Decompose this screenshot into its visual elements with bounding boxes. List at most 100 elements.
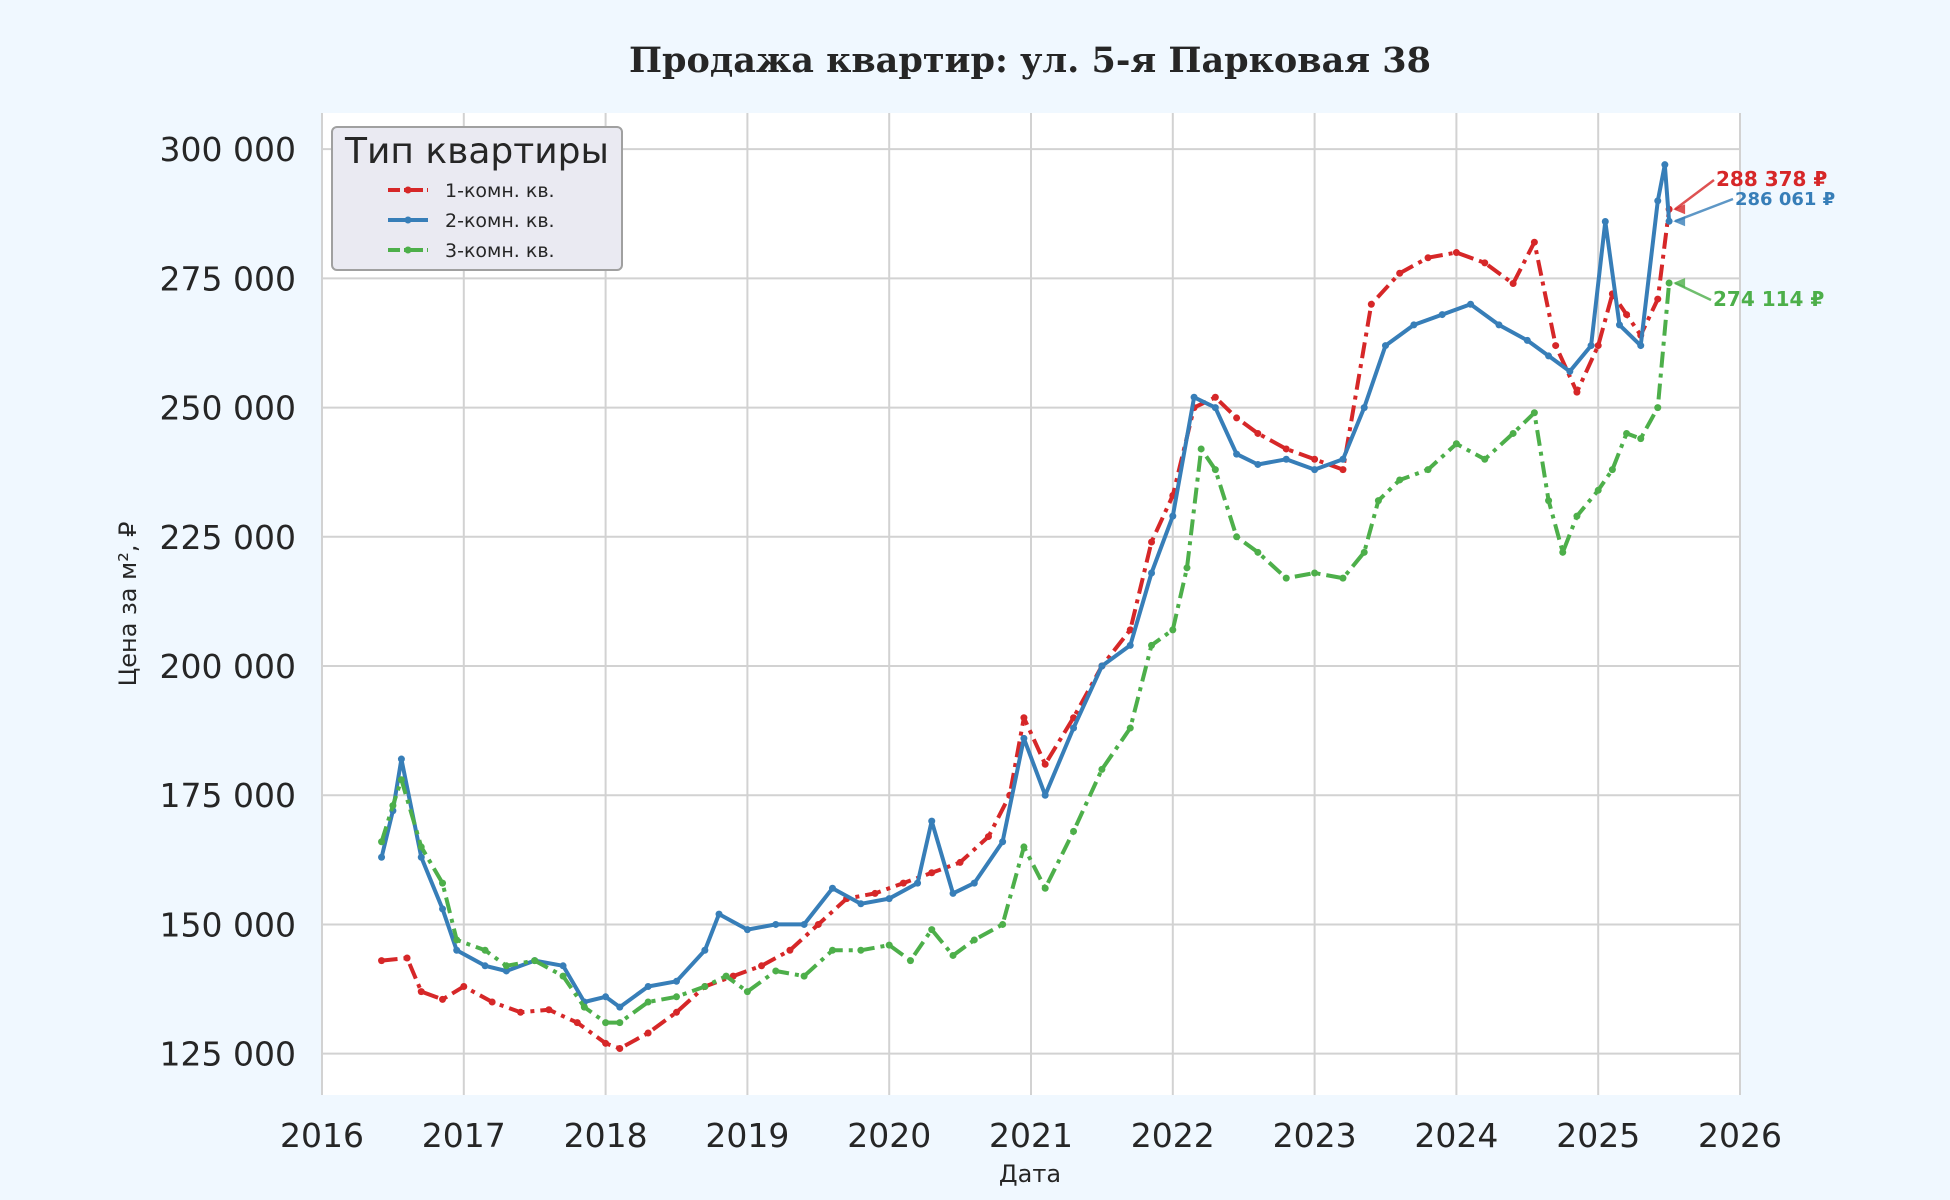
legend-label: 3-комн. кв. bbox=[445, 240, 555, 262]
data-point bbox=[378, 853, 386, 861]
data-point bbox=[1566, 367, 1574, 375]
y-tick-label: 200 000 bbox=[160, 647, 296, 686]
data-point bbox=[743, 988, 751, 996]
data-point bbox=[1559, 548, 1567, 556]
series-2 bbox=[378, 161, 1673, 1011]
data-point bbox=[1020, 734, 1028, 742]
end-label-arrowhead bbox=[1673, 216, 1686, 227]
legend-title: Тип квартиры bbox=[344, 131, 609, 172]
y-tick-label: 125 000 bbox=[160, 1035, 296, 1074]
series-1 bbox=[378, 205, 1673, 1052]
data-point bbox=[1654, 295, 1662, 303]
data-point bbox=[1311, 455, 1319, 463]
data-point bbox=[1126, 724, 1134, 732]
data-point bbox=[453, 946, 461, 954]
data-point bbox=[1169, 626, 1177, 634]
data-point bbox=[1098, 662, 1106, 670]
y-tick-label: 275 000 bbox=[160, 259, 296, 298]
y-tick-label: 250 000 bbox=[160, 389, 296, 428]
data-point bbox=[1523, 336, 1531, 344]
data-point bbox=[1615, 321, 1623, 329]
data-point bbox=[1233, 533, 1241, 541]
legend-marker bbox=[404, 216, 412, 224]
data-point bbox=[857, 900, 865, 908]
data-point bbox=[1360, 548, 1368, 556]
data-point bbox=[1126, 641, 1134, 649]
series-line bbox=[379, 282, 1672, 1025]
data-point bbox=[602, 1019, 610, 1027]
data-point bbox=[1654, 197, 1662, 205]
data-point bbox=[1311, 569, 1319, 577]
data-point bbox=[644, 982, 652, 990]
data-point bbox=[1424, 466, 1432, 474]
data-point bbox=[970, 879, 978, 887]
data-point bbox=[1661, 161, 1669, 169]
end-value-label: 286 061 ₽ bbox=[1735, 189, 1835, 210]
data-point bbox=[602, 1039, 610, 1047]
data-point bbox=[1467, 300, 1475, 308]
legend-entry: 1-комн. кв. bbox=[388, 180, 555, 202]
data-point bbox=[1282, 455, 1290, 463]
legend-label: 2-комн. кв. bbox=[445, 210, 555, 232]
data-point bbox=[1211, 466, 1219, 474]
data-point bbox=[1654, 404, 1662, 412]
data-point bbox=[1367, 300, 1375, 308]
data-point bbox=[1254, 548, 1262, 556]
data-point bbox=[857, 946, 865, 954]
y-axis-ticks: 125 000 150 000 175 000 200 000 225 000 250 0… bbox=[160, 130, 296, 1073]
data-point bbox=[715, 910, 723, 918]
data-point bbox=[403, 954, 411, 962]
legend-marker bbox=[404, 186, 412, 194]
data-point bbox=[1282, 574, 1290, 582]
data-point bbox=[481, 962, 489, 970]
data-point bbox=[1211, 393, 1219, 401]
end-value-label: 274 114 ₽ bbox=[1713, 287, 1824, 311]
data-point bbox=[673, 977, 680, 985]
data-point bbox=[800, 972, 808, 980]
x-axis-label: Дата bbox=[999, 1160, 1061, 1188]
data-point bbox=[559, 962, 567, 970]
data-point bbox=[1382, 342, 1389, 350]
data-point bbox=[439, 879, 447, 887]
data-point bbox=[828, 946, 836, 954]
data-point bbox=[573, 1019, 581, 1027]
y-tick-label: 225 000 bbox=[160, 518, 296, 557]
data-point bbox=[800, 920, 808, 928]
data-point bbox=[397, 755, 405, 763]
x-tick-label: 2022 bbox=[1131, 1116, 1215, 1155]
data-point bbox=[673, 993, 680, 1001]
data-point bbox=[1233, 414, 1241, 422]
data-point bbox=[1254, 429, 1262, 437]
data-point bbox=[1311, 466, 1319, 474]
data-point bbox=[517, 1008, 525, 1016]
y-tick-label: 300 000 bbox=[160, 130, 296, 169]
data-point bbox=[1424, 254, 1432, 262]
data-point bbox=[949, 951, 957, 959]
data-point bbox=[1070, 724, 1078, 732]
data-point bbox=[1573, 388, 1581, 396]
end-labels: 288 378 ₽286 061 ₽ 274 114 ₽ bbox=[1673, 167, 1835, 311]
data-point bbox=[417, 843, 425, 851]
y-axis-label: Цена за м², ₽ bbox=[114, 522, 142, 687]
data-point bbox=[559, 972, 567, 980]
legend-label: 1-комн. кв. bbox=[445, 180, 555, 202]
data-point bbox=[397, 776, 405, 784]
data-point bbox=[1339, 455, 1347, 463]
data-point bbox=[616, 1044, 624, 1052]
series-layer bbox=[378, 161, 1673, 1052]
data-point bbox=[906, 957, 914, 965]
data-point bbox=[1623, 311, 1631, 319]
data-point bbox=[1530, 409, 1538, 417]
x-tick-label: 2019 bbox=[705, 1116, 789, 1155]
data-point bbox=[1197, 445, 1205, 453]
data-point bbox=[1623, 429, 1631, 437]
data-point bbox=[1530, 238, 1538, 246]
data-point bbox=[1254, 460, 1262, 468]
end-label-arrowhead bbox=[1673, 277, 1686, 288]
data-point bbox=[1233, 450, 1241, 458]
data-point bbox=[1665, 217, 1673, 225]
data-point bbox=[1410, 321, 1418, 329]
data-point bbox=[1374, 497, 1382, 505]
data-point bbox=[743, 926, 751, 934]
